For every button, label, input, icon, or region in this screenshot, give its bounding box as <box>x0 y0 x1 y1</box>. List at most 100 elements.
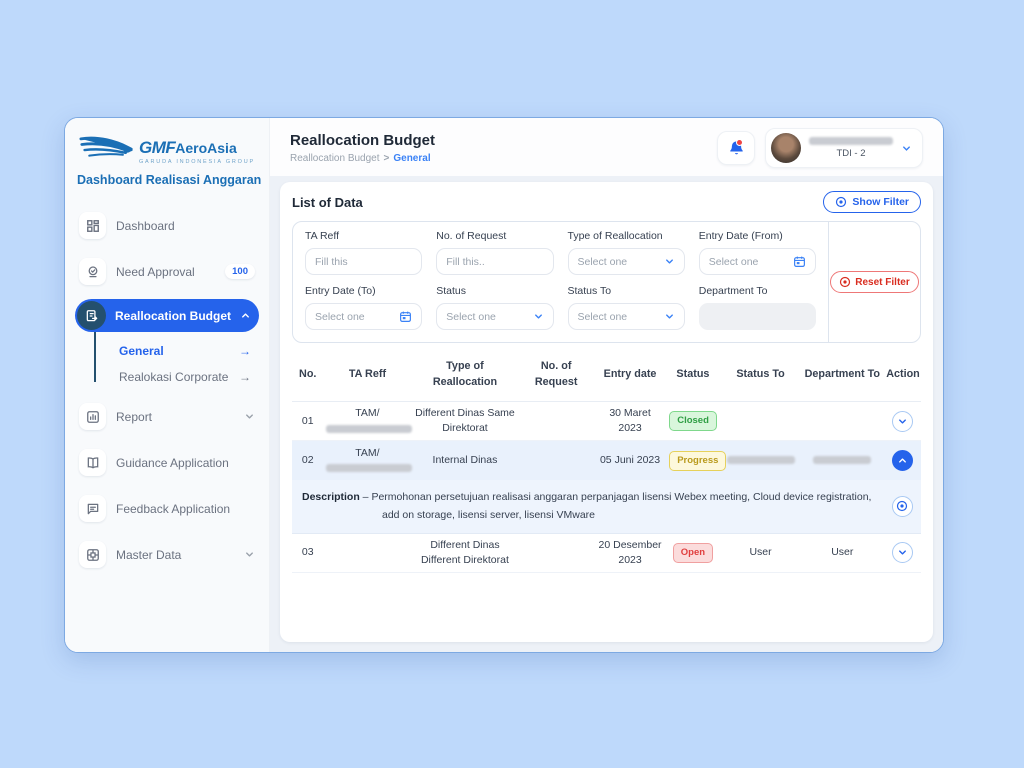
cell-status-to <box>720 451 802 470</box>
column-header-department-to: Department To <box>804 367 880 380</box>
sidebar-item-report[interactable]: Report <box>75 398 259 435</box>
ta-reff-input[interactable] <box>305 248 423 275</box>
no-of-request-input[interactable] <box>436 248 554 275</box>
cell-ta-reff: TAM/ <box>323 444 413 478</box>
cell-no: 03 <box>301 546 314 559</box>
sidebar-item-label: Dashboard <box>116 218 175 233</box>
cell-action <box>883 540 921 565</box>
entry-date-to-datepicker[interactable]: Select one <box>305 303 423 330</box>
data-table: No. TA Reff Type of Reallocation No. of Req… <box>292 353 921 642</box>
table-row: 03 Different Dinas Different Direktorat … <box>292 534 921 573</box>
cell-type-of-reallocation: Internal Dinas <box>432 454 498 467</box>
sidebar-subitem-general[interactable]: General → <box>75 338 259 364</box>
reallocation-icon <box>77 301 106 330</box>
app-title: Dashboard Realisasi Anggaran <box>77 173 262 187</box>
sidebar: GMFAeroAsia GARUDA INDONESIA GROUP Dashb… <box>65 118 270 652</box>
show-filter-button[interactable]: Show Filter <box>823 191 921 213</box>
avatar <box>771 133 801 163</box>
cell-entry-date: 30 Maret 2023 <box>609 407 651 435</box>
filter-label: Entry Date (To) <box>305 285 376 297</box>
description-text: Description – Permohonan persetujuan rea… <box>302 491 872 521</box>
filter-field-department-to: Department To <box>698 285 816 330</box>
redacted-text <box>726 456 795 465</box>
filter-field-entry-date-to: Entry Date (To) Select one <box>305 285 423 330</box>
cell-department-to: User <box>831 546 854 559</box>
dashboard-grid-icon <box>79 212 106 239</box>
subitem-label: Realokasi Corporate <box>119 370 229 384</box>
collapse-row-button[interactable] <box>891 450 913 472</box>
page-title: Reallocation Budget <box>290 132 436 149</box>
user-unit: TDI - 2 <box>836 148 866 159</box>
chevron-up-icon <box>240 310 251 321</box>
column-header-no-of-request: No. of Request <box>534 360 578 388</box>
cell-no: 02 <box>301 454 314 467</box>
filter-label: Status <box>436 285 467 297</box>
no-of-request-text-input[interactable] <box>446 255 544 268</box>
filter-field-ta-reff: TA Reff <box>305 230 423 275</box>
reset-filter-button[interactable]: Reset Filter <box>830 271 919 293</box>
view-description-button[interactable] <box>891 495 913 517</box>
entry-date-from-datepicker[interactable]: Select one <box>698 248 816 275</box>
column-header-entry-date: Entry date <box>603 367 657 380</box>
chevron-down-icon <box>244 549 255 560</box>
notifications-button[interactable] <box>717 131 755 165</box>
sidebar-item-master-data[interactable]: Master Data <box>75 536 259 573</box>
cell-ta-reff: TAM/ <box>323 404 413 438</box>
cell-no-of-request <box>518 459 593 463</box>
topbar: Reallocation Budget Reallocation Budget >… <box>270 118 943 176</box>
ta-reff-text-input[interactable] <box>315 255 413 268</box>
cell-no-of-request <box>518 551 593 555</box>
filter-field-type-of-reallocation: Type of Reallocation Select one <box>567 230 685 275</box>
cell-entry-date: 05 Juni 2023 <box>599 454 661 467</box>
expand-row-button[interactable] <box>891 542 913 564</box>
need-approval-count-badge: 100 <box>225 264 255 279</box>
filter-panel: TA Reff No. of Request Type of Reallocatio… <box>292 221 921 343</box>
filter-label: Department To <box>698 285 768 297</box>
eye-icon <box>836 196 847 208</box>
filter-field-status: Status Select one <box>436 285 554 330</box>
table-row: 02 TAM/ Internal Dinas 05 Juni 2023 Prog… <box>292 441 921 481</box>
sidebar-item-reallocation-budget[interactable]: Reallocation Budget <box>75 299 259 332</box>
arrow-right-icon: → <box>239 370 251 384</box>
app-window: GMFAeroAsia GARUDA INDONESIA GROUP Dashb… <box>64 117 944 653</box>
cell-action <box>883 494 921 520</box>
sidebar-submenu: General → Realokasi Corporate → <box>75 330 259 390</box>
cell-status: Open <box>666 541 719 565</box>
calendar-icon <box>793 255 806 268</box>
status-badge: Closed <box>669 411 717 432</box>
cell-entry-date: 20 Desember 2023 <box>598 538 662 566</box>
book-icon <box>79 449 106 476</box>
cell-type-of-reallocation: Different Dinas Different Direktorat <box>420 538 509 566</box>
chevron-down-icon <box>664 256 675 267</box>
user-menu[interactable]: TDI - 2 <box>765 128 923 168</box>
chevron-down-icon <box>244 411 255 422</box>
sidebar-subitem-realokasi-corporate[interactable]: Realokasi Corporate → <box>75 364 259 390</box>
garuda-group-text: GARUDA INDONESIA GROUP <box>138 158 255 165</box>
sidebar-item-need-approval[interactable]: Need Approval 100 <box>75 253 259 290</box>
sidebar-item-guidance-application[interactable]: Guidance Application <box>75 444 259 481</box>
cell-status: Progress <box>666 449 727 473</box>
table-row: 01 TAM/ Different Dinas Same Direktorat … <box>292 402 921 442</box>
brand-block: GMFAeroAsia GARUDA INDONESIA GROUP Dashb… <box>75 130 262 197</box>
cell-department-to <box>801 451 883 470</box>
filter-label: Entry Date (From) <box>698 230 783 242</box>
breadcrumb-parent[interactable]: Reallocation Budget <box>290 153 380 164</box>
breadcrumb-current[interactable]: General <box>393 153 431 164</box>
notification-dot <box>736 139 743 146</box>
description-row: Description – Permohonan persetujuan rea… <box>292 480 921 534</box>
filter-field-entry-date-from: Entry Date (From) Select one <box>698 230 816 275</box>
calendar-icon <box>399 310 412 323</box>
type-of-reallocation-select[interactable]: Select one <box>567 248 685 275</box>
submenu-connector-line <box>94 330 96 382</box>
report-icon <box>79 403 106 430</box>
breadcrumb-separator-icon: > <box>383 153 390 164</box>
expand-row-button[interactable] <box>891 410 913 432</box>
cell-action <box>883 448 921 473</box>
status-select[interactable]: Select one <box>436 303 554 330</box>
filter-label: No. of Request <box>436 230 507 242</box>
redacted-text <box>813 456 872 465</box>
feedback-icon <box>79 495 106 522</box>
sidebar-item-feedback-application[interactable]: Feedback Application <box>75 490 259 527</box>
status-to-select[interactable]: Select one <box>567 303 685 330</box>
sidebar-item-dashboard[interactable]: Dashboard <box>75 207 259 244</box>
